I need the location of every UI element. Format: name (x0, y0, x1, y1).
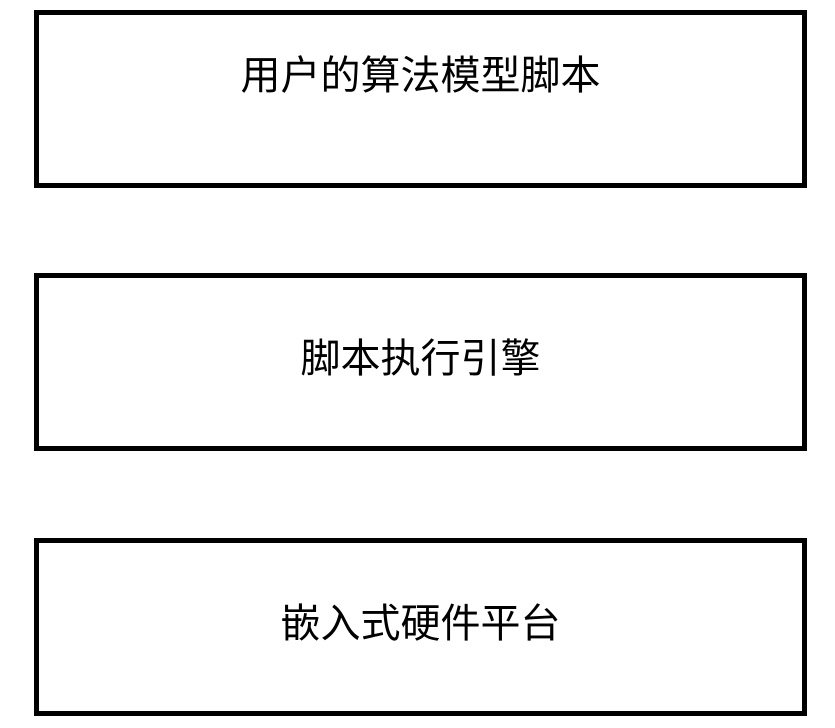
box-top: 用户的算法模型脚本 (34, 10, 807, 188)
box-bottom: 嵌入式硬件平台 (34, 538, 807, 716)
box-middle-label: 脚本执行引擎 (39, 326, 802, 384)
box-middle: 脚本执行引擎 (34, 273, 807, 451)
box-bottom-label: 嵌入式硬件平台 (39, 591, 802, 649)
box-top-label: 用户的算法模型脚本 (39, 43, 802, 101)
layer-diagram: 用户的算法模型脚本 脚本执行引擎 嵌入式硬件平台 (0, 0, 835, 728)
